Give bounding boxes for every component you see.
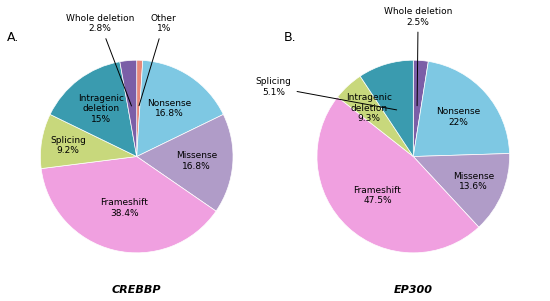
Title: CREBBP: CREBBP: [112, 285, 162, 295]
Wedge shape: [360, 60, 413, 157]
Text: Whole deletion
2.5%: Whole deletion 2.5%: [384, 7, 452, 106]
Text: A.: A.: [7, 31, 19, 44]
Wedge shape: [413, 154, 510, 227]
Text: Intragenic
deletion
9.3%: Intragenic deletion 9.3%: [346, 93, 392, 123]
Wedge shape: [40, 114, 137, 169]
Wedge shape: [137, 60, 143, 157]
Text: Missense
13.6%: Missense 13.6%: [453, 172, 494, 191]
Text: B.: B.: [283, 31, 296, 44]
Wedge shape: [137, 114, 233, 211]
Text: Other
1%: Other 1%: [139, 14, 177, 106]
Text: Whole deletion
2.8%: Whole deletion 2.8%: [66, 14, 134, 106]
Text: Frameshift
47.5%: Frameshift 47.5%: [354, 186, 402, 205]
Wedge shape: [137, 61, 223, 157]
Wedge shape: [338, 76, 413, 157]
Wedge shape: [413, 60, 428, 157]
Text: Nonsense
16.8%: Nonsense 16.8%: [147, 99, 191, 118]
Text: Nonsense
22%: Nonsense 22%: [436, 107, 480, 127]
Wedge shape: [50, 62, 137, 157]
Text: Intragenic
deletion
15%: Intragenic deletion 15%: [78, 94, 124, 124]
Wedge shape: [41, 157, 216, 253]
Wedge shape: [317, 97, 479, 253]
Wedge shape: [413, 61, 509, 157]
Text: Frameshift
38.4%: Frameshift 38.4%: [100, 198, 148, 218]
Text: Splicing
9.2%: Splicing 9.2%: [51, 135, 86, 155]
Title: EP300: EP300: [394, 285, 433, 295]
Wedge shape: [120, 60, 137, 157]
Text: Splicing
5.1%: Splicing 5.1%: [256, 77, 397, 110]
Text: Missense
16.8%: Missense 16.8%: [175, 151, 217, 171]
